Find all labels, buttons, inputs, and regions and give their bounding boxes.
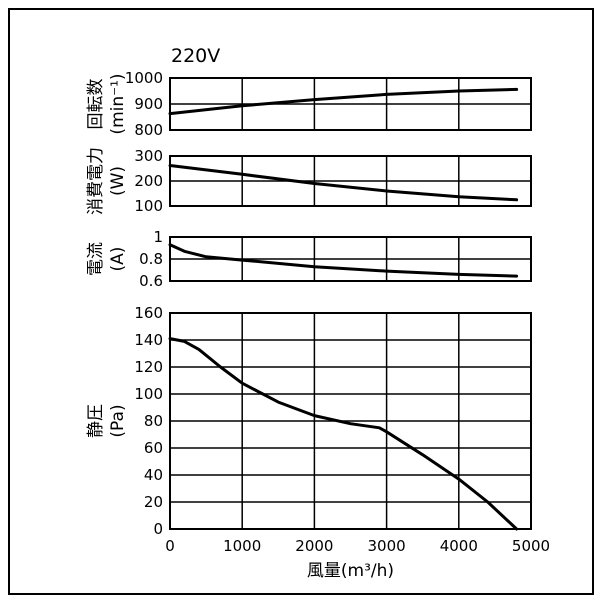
panel-3-ylabel-line-0: 静圧 xyxy=(86,404,106,438)
panel-3-frame xyxy=(169,312,532,530)
panel-0-frame xyxy=(169,77,532,131)
panel-3-ytick-label: 100 xyxy=(134,385,163,403)
chart-title: 220V xyxy=(171,45,220,67)
panel-2-ylabel-line-0: 電流 xyxy=(86,242,106,276)
panel-2-ytick-label: 0.8 xyxy=(139,250,163,268)
panel-2-series-line xyxy=(168,243,519,278)
panel-0-ylabel-line-1: (min⁻¹) xyxy=(108,73,128,134)
panel-1-ytick-label: 200 xyxy=(134,172,163,190)
panel-3-ytick-label: 120 xyxy=(134,358,163,376)
x-tick-label: 1000 xyxy=(223,537,261,555)
panel-3-ytick-label: 40 xyxy=(144,466,163,484)
panel-2-ytick-label: 0.6 xyxy=(139,272,163,290)
panel-3-ytick-label: 60 xyxy=(144,439,163,457)
panel-0-ytick-label: 900 xyxy=(134,95,163,113)
x-tick-label: 4000 xyxy=(440,537,478,555)
panel-1-ylabel-line-0: 消費電力 xyxy=(86,147,106,215)
panel-3-ytick-label: 20 xyxy=(144,493,163,511)
panel-0-ytick-label: 800 xyxy=(134,121,163,139)
x-tick-label: 3000 xyxy=(368,537,406,555)
panel-1-ytick-label: 100 xyxy=(134,197,163,215)
panel-2-ytick-label: 1 xyxy=(153,228,163,246)
figure-border xyxy=(8,8,594,595)
panel-3-ytick-label: 160 xyxy=(134,304,163,322)
panel-2-frame xyxy=(169,236,532,282)
panel-2-ylabel-line-1: (A) xyxy=(108,247,128,272)
panel-3-series-line xyxy=(168,337,519,531)
x-axis-label: 風量(m³/h) xyxy=(307,561,394,581)
panel-3-ytick-label: 80 xyxy=(144,412,163,430)
panel-1-ytick-label: 300 xyxy=(134,147,163,165)
panel-1-frame xyxy=(169,155,532,207)
panel-0-ytick-label: 1000 xyxy=(125,69,163,87)
panel-3-ytick-label: 140 xyxy=(134,331,163,349)
panel-1-ylabel-line-1: (W) xyxy=(108,166,128,196)
panel-3-ytick-label: 0 xyxy=(153,520,163,538)
panel-1-series-line xyxy=(168,164,519,202)
panel-3-ylabel-line-1: (Pa) xyxy=(108,404,128,437)
panel-0-series-line xyxy=(168,87,519,116)
x-tick-label: 2000 xyxy=(295,537,333,555)
panel-0-ylabel-line-0: 回転数 xyxy=(86,79,106,130)
x-tick-label: 0 xyxy=(165,537,175,555)
x-tick-label: 5000 xyxy=(512,537,550,555)
